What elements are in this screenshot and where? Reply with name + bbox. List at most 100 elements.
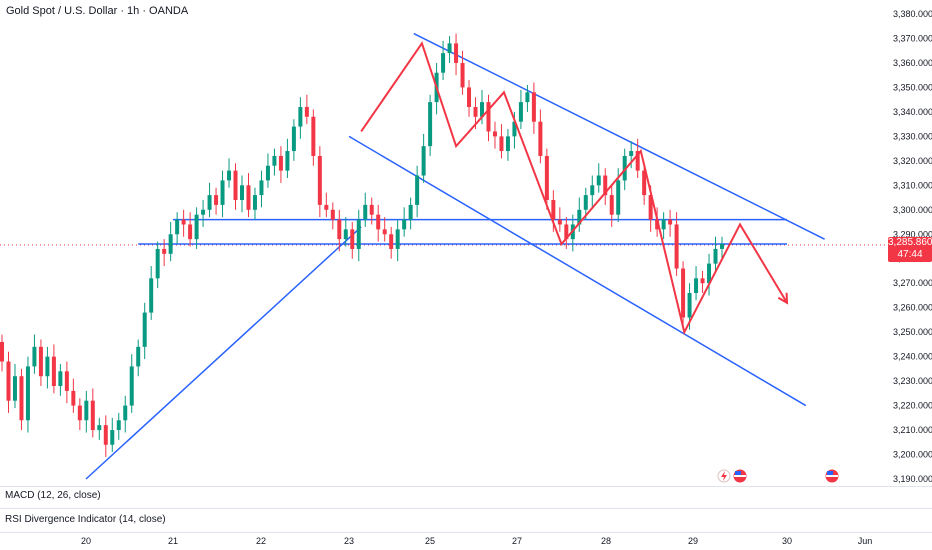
candle (674, 212, 679, 276)
candle (707, 253, 712, 296)
x-tick-label: 20 (81, 536, 91, 546)
candle (227, 158, 232, 188)
candle (324, 192, 329, 218)
candle (142, 302, 147, 360)
candle (155, 241, 160, 289)
y-tick-label: 3,320.000 (893, 156, 932, 166)
candle (0, 334, 4, 372)
candle (369, 197, 374, 225)
candle (25, 356, 30, 433)
pattern-zigzag (360, 41, 789, 336)
candle (700, 270, 705, 293)
candle (58, 363, 63, 396)
pattern-path[interactable] (360, 41, 788, 336)
candle (395, 219, 400, 262)
candle (635, 138, 640, 178)
us-flag-stripe-2 (826, 475, 838, 477)
event-icons[interactable] (717, 468, 840, 484)
candle (454, 33, 459, 76)
candle (415, 165, 420, 218)
y-tick-label: 3,340.000 (893, 107, 932, 117)
candle (505, 129, 510, 161)
rsi-indicator-label[interactable]: RSI Divergence Indicator (14, close) (5, 514, 166, 525)
candle (265, 153, 270, 188)
pattern-arrowhead (777, 292, 789, 305)
candle (162, 239, 167, 267)
candle (382, 217, 387, 242)
candle (116, 412, 121, 440)
candle (720, 236, 724, 259)
y-tick-label: 3,210.000 (893, 425, 932, 435)
candle (460, 50, 465, 95)
candle (525, 84, 530, 112)
candle (518, 89, 523, 130)
x-tick-label: 22 (256, 536, 266, 546)
y-tick-label: 3,310.000 (893, 180, 932, 190)
candle (389, 226, 394, 259)
candle (181, 209, 186, 237)
candle (564, 217, 569, 249)
candle (278, 146, 283, 183)
candles (0, 33, 724, 457)
candle (402, 207, 407, 237)
x-axis[interactable]: 20 21 22 23 25 27 28 29 30 Jun (81, 536, 872, 546)
candle (668, 209, 673, 237)
candle (577, 197, 582, 232)
candle (343, 217, 348, 247)
y-tick-label: 3,290.000 (893, 229, 932, 239)
candle (447, 36, 452, 63)
candle (350, 222, 355, 259)
current-price-tag: 3,285.860 47:44 (888, 237, 932, 262)
candle (311, 109, 316, 166)
trend-line-resistance-falling[interactable] (413, 32, 825, 240)
candle (214, 187, 219, 215)
candle (188, 212, 193, 247)
candle (661, 212, 666, 240)
candle (538, 109, 543, 164)
candle (492, 121, 497, 149)
macd-indicator-label[interactable]: MACD (12, 26, close) (5, 490, 101, 501)
candle (19, 368, 24, 431)
candle (246, 173, 251, 218)
y-tick-label: 3,230.000 (893, 376, 932, 386)
x-tick-label: 23 (344, 536, 354, 546)
y-tick-label: 3,220.000 (893, 401, 932, 411)
y-tick-label: 3,350.000 (893, 82, 932, 92)
y-tick-label: 3,270.000 (893, 278, 932, 288)
candle (252, 187, 257, 220)
candle (681, 261, 686, 328)
candle (103, 415, 108, 457)
candle (642, 163, 647, 205)
candle (259, 170, 264, 208)
trend-line-support-rising[interactable] (85, 226, 362, 480)
candle (330, 202, 335, 230)
x-tick-label: Jun (858, 536, 873, 546)
candle (408, 197, 413, 230)
y-tick-label: 3,330.000 (893, 131, 932, 141)
candle (531, 82, 536, 134)
candle (32, 334, 37, 374)
candle (609, 185, 614, 227)
candle (603, 168, 608, 205)
candle (6, 351, 11, 413)
x-tick-label: 28 (601, 536, 611, 546)
candle (194, 207, 199, 249)
candle (233, 163, 238, 210)
y-tick-label: 3,300.000 (893, 205, 932, 215)
candle (84, 390, 89, 433)
indicator-separator (0, 486, 932, 487)
lightning-icon (721, 471, 727, 481)
candle (45, 346, 50, 389)
candle (51, 344, 56, 394)
candle (272, 148, 277, 176)
candle (590, 175, 595, 208)
candle (240, 175, 244, 213)
trend-line-channel-lower[interactable] (348, 135, 807, 407)
candle (557, 207, 562, 232)
y-tick-label: 3,190.000 (893, 474, 932, 484)
candle (110, 417, 115, 453)
candle (90, 388, 95, 438)
chart-title: Gold Spot / U.S. Dollar · 1h · OANDA (6, 5, 189, 17)
y-tick-label: 3,200.000 (893, 450, 932, 460)
